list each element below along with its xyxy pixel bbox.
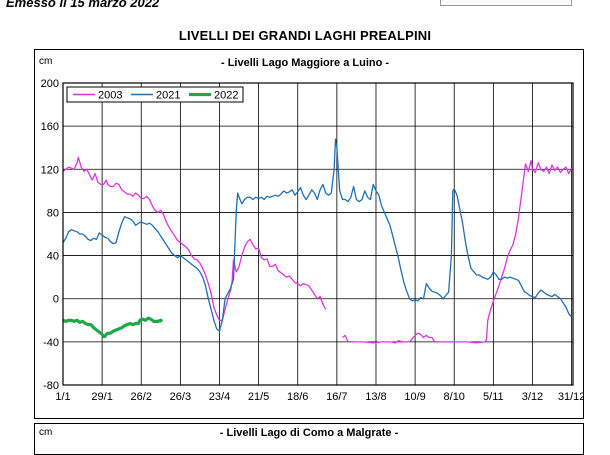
legend-label-2021: 2021 [156, 90, 180, 102]
x-tick-label: 21/5 [248, 391, 269, 403]
x-tick-label: 26/2 [131, 391, 152, 403]
x-tick-label: 18/6 [287, 391, 308, 403]
chart-legend: 2003 2021 2022 [66, 86, 244, 103]
chart-axes: -80 -40 0 40 80 120 160 200 1/1 29/1 26/2 26/3 23/4 2… [41, 78, 586, 403]
y-tick-label: -80 [43, 380, 59, 392]
plot-frame [62, 82, 574, 386]
issued-date: Emesso il 15 marzo 2022 [6, 0, 160, 10]
chart-grid [62, 82, 573, 386]
legend-box [66, 86, 244, 103]
chart-series [62, 138, 573, 344]
chart-title: - Livelli Lago Maggiore a Luino - [221, 57, 389, 69]
chart-title-2: - Livelli Lago di Como a Malgrate - [219, 427, 399, 439]
x-tick-label: 1/1 [55, 391, 70, 403]
y-tick-label: 0 [53, 294, 59, 306]
legend-label-2003: 2003 [98, 90, 122, 102]
y-tick-label: 80 [47, 207, 59, 219]
x-tick-label: 5/11 [483, 391, 504, 403]
y-tick-label: -40 [43, 337, 59, 349]
chart-panel-como: cm - Livelli Lago di Como a Malgrate - [34, 423, 584, 455]
x-tick-label: 31/12 [558, 391, 583, 403]
series-line-2022 [62, 316, 164, 339]
x-tick-label: 3/12 [522, 391, 543, 403]
y-axis-unit: cm [39, 56, 52, 67]
series-line-2003 [62, 156, 327, 321]
series-line-2003 [353, 332, 436, 344]
y-tick-label: 120 [41, 164, 59, 176]
x-tick-label: 10/9 [404, 391, 425, 403]
y-tick-label: 40 [47, 251, 59, 263]
x-tick-label: 26/3 [170, 391, 191, 403]
page-title: LIVELLI DEI GRANDI LAGHI PREALPINI [178, 28, 432, 43]
series-line-2021 [62, 138, 573, 332]
series-line-2003 [342, 334, 349, 343]
legend-label-2022: 2022 [214, 90, 238, 102]
chart-panel-maggiore: - Livelli Lago Maggiore a Luino - cm -80… [34, 49, 586, 419]
lake-level-chart: - Livelli Lago Maggiore a Luino - cm -80… [39, 56, 586, 403]
agency-logo [440, 0, 572, 6]
y-tick-label: 200 [41, 78, 59, 90]
x-tick-label: 13/8 [365, 391, 386, 403]
x-tick-label: 8/10 [444, 391, 465, 403]
y-tick-label: 160 [41, 121, 59, 133]
x-tick-label: 23/4 [209, 391, 230, 403]
series-line-2003 [437, 160, 573, 344]
x-tick-label: 29/1 [91, 391, 112, 403]
x-tick-label: 16/7 [326, 391, 347, 403]
